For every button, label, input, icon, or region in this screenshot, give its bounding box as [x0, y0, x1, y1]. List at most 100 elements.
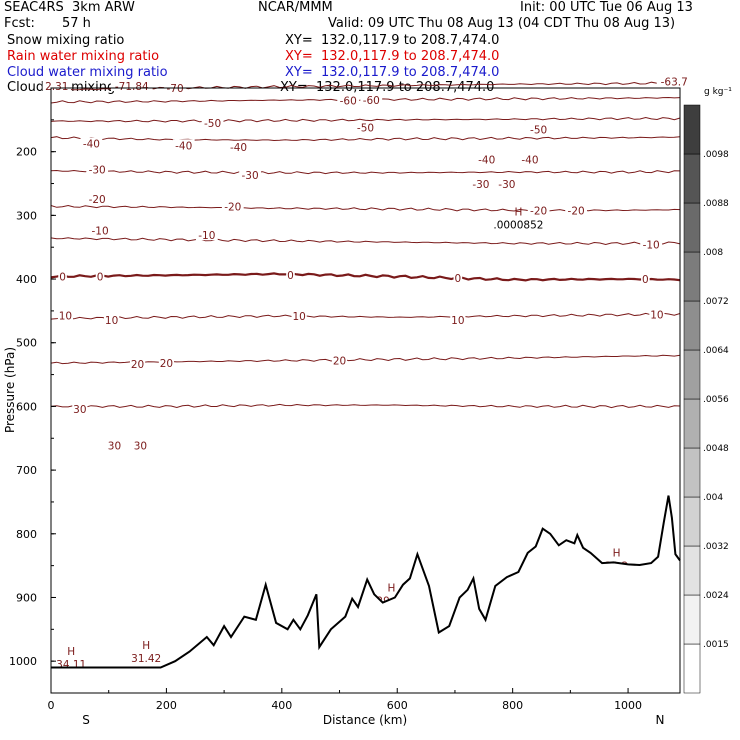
contour-label: 10	[292, 311, 305, 323]
colorbar-segment	[683, 398, 701, 449]
x-tick-label: 1000	[614, 699, 642, 712]
colorbar-segment	[683, 643, 701, 694]
contour-label-bg	[470, 178, 492, 190]
x-tick-label: 400	[271, 699, 292, 712]
isotherm--40	[50, 136, 681, 142]
contour-label: 30	[134, 440, 147, 452]
colorbar-segment	[683, 251, 701, 302]
contour-label-bg	[221, 200, 244, 212]
colorbar-tick-label: .0048	[703, 444, 729, 454]
x-axis-right-label: N	[656, 713, 665, 727]
contour-label: 20	[333, 356, 346, 368]
contour-label-bg	[80, 137, 103, 149]
colorbar-segment	[683, 300, 701, 351]
y-tick-label: 400	[16, 273, 37, 286]
contour-label: -70	[166, 83, 183, 95]
contour-label: -71.84	[115, 81, 149, 93]
colorbar-segment	[683, 104, 701, 155]
contour-label-bg	[337, 94, 360, 106]
valid-time: Valid: 09 UTC Thu 08 Aug 13 (04 CDT Thu …	[328, 16, 676, 31]
colorbar-segment	[683, 447, 701, 498]
contour-label-bg	[195, 229, 218, 241]
isotherm-30	[50, 403, 681, 409]
forecast-label: Fcst:	[4, 16, 35, 31]
y-tick-label: 700	[16, 464, 37, 477]
contour-label: -10	[643, 240, 660, 252]
contour-label-bg	[527, 204, 550, 216]
contour-label: -20	[568, 205, 585, 217]
contour-label: 2.31	[45, 81, 68, 93]
model-title: SEAC4RS 3km ARW	[4, 0, 135, 15]
center-label: NCAR/MMM	[258, 0, 333, 15]
contour-label-bg	[132, 439, 149, 451]
contour-label: 10	[105, 315, 118, 327]
x-tick-label: 800	[502, 699, 523, 712]
isotherm--10	[50, 237, 681, 246]
contour-label-bg	[286, 269, 295, 281]
colorbar-segment	[683, 496, 701, 547]
contour-label-bg	[354, 121, 377, 133]
y-tick-label: 600	[16, 400, 37, 413]
field-snow-xy: XY= 132.0,117.9 to 208.7,474.0	[285, 33, 500, 48]
colorbar: .0015 .0024 .0032 .004 .0048 .0056 .0064 .0072.…	[683, 104, 729, 694]
max-marker-h: H	[67, 646, 75, 658]
contour-label-bg	[475, 153, 498, 165]
max-marker-value: .0000852	[493, 220, 543, 232]
colorbar-tick-label: .0032	[703, 542, 729, 552]
contour-label: -40	[175, 140, 192, 152]
contour-label-bg	[57, 309, 74, 321]
y-axis-title: Pressure (hPa)	[3, 347, 17, 433]
contour-label-bg	[495, 178, 518, 190]
colorbar-tick-label: .0064	[703, 346, 729, 356]
colorbar-tick-label: .004	[703, 493, 723, 503]
contour-label-bg	[565, 204, 588, 216]
colorbar-segment	[683, 349, 701, 400]
contour-label: 10	[650, 310, 663, 322]
contour-label: -30	[89, 165, 106, 177]
contour-label: 0	[642, 274, 649, 286]
contour-label: 30	[73, 404, 86, 416]
contour-label-bg	[527, 123, 550, 135]
contour-label-bg	[453, 271, 463, 283]
contour-label: -30	[242, 170, 259, 182]
init-time: Init: 00 UTC Tue 06 Aug 13	[520, 0, 693, 15]
colorbar-tick-label: .0098	[703, 150, 729, 160]
field-rain-xy: XY= 132.0,117.9 to 208.7,474.0	[285, 49, 500, 64]
colorbar-tick-label: .0088	[703, 199, 729, 209]
contour-label: -63.7	[661, 77, 688, 89]
field-cloud-water-name: Cloud water mixing ratio	[7, 65, 168, 80]
isotherm-20	[50, 354, 681, 365]
y-tick-label: 300	[16, 209, 37, 222]
contour-label: -10	[91, 226, 108, 238]
isotherm--30	[50, 169, 681, 175]
max-marker-h: H	[514, 207, 522, 219]
contour-label-bg	[360, 94, 383, 106]
contour-label: -20	[89, 194, 106, 206]
contour-labels: 2.31 -71.84 -70 -63.7 -60 -60 -50 -50 -50 -40 -40 -…	[42, 75, 692, 671]
contour-label: 20	[160, 358, 173, 370]
max-marker-h: H	[142, 640, 150, 652]
isotherm--50	[50, 116, 681, 123]
x-axis: 0 200 400 600 800 1000	[48, 688, 642, 712]
max-marker-value: 31.42	[131, 653, 161, 665]
contour-label: 0	[454, 273, 461, 285]
contour-label: 20	[131, 359, 144, 371]
contour-label: -40	[83, 138, 100, 150]
y-tick-label: 500	[16, 337, 37, 350]
contour-label-bg	[72, 402, 88, 414]
contour-label-bg	[129, 357, 146, 369]
y-tick-label: 900	[16, 591, 37, 604]
contour-label: -60	[363, 95, 380, 107]
colorbar-tick-label: .0015	[703, 640, 729, 650]
contour-label-bg	[239, 169, 261, 181]
contour-label-bg	[42, 80, 71, 92]
contour-label-bg	[227, 141, 250, 153]
contour-label-bg	[106, 439, 123, 451]
contour-label-bg	[110, 80, 153, 92]
max-marker-h: H	[613, 547, 621, 559]
plot-frame	[50, 87, 681, 694]
y-tick-label: 200	[16, 146, 37, 159]
contour-label-bg	[89, 224, 111, 236]
contour-label: -40	[521, 154, 538, 166]
